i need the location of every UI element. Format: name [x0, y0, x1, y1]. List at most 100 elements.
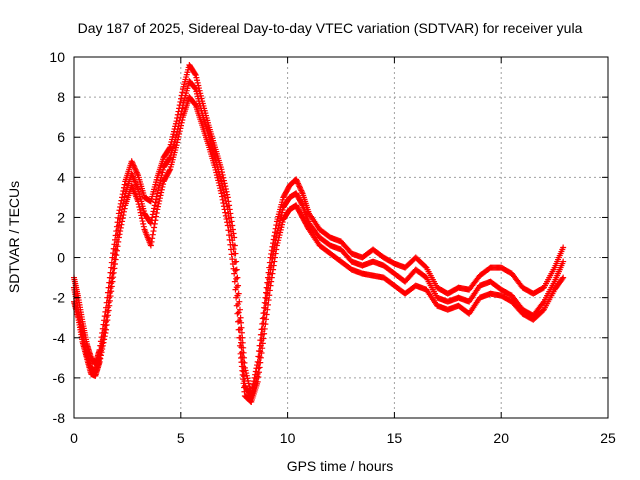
data-point [233, 302, 240, 309]
data-point [150, 208, 157, 215]
data-point [279, 207, 286, 214]
x-tick-label: 5 [177, 430, 185, 446]
data-point [149, 211, 156, 218]
data-point [223, 216, 230, 223]
x-tick-label: 25 [600, 430, 616, 446]
data-point [235, 318, 242, 325]
data-point [235, 309, 242, 316]
data-point [104, 312, 111, 319]
data-point [170, 128, 177, 135]
data-point [160, 181, 167, 188]
data-point [101, 325, 108, 332]
data-point [261, 325, 268, 332]
data-point [217, 185, 224, 192]
data-point [170, 131, 177, 138]
data-point [255, 374, 262, 381]
data-point [139, 218, 146, 225]
data-point [108, 275, 115, 282]
data-point [267, 282, 274, 289]
data-point [259, 340, 266, 347]
data-point [153, 213, 160, 220]
data-point [218, 190, 225, 197]
data-point [149, 231, 156, 238]
data-point [560, 258, 567, 265]
data-point [560, 274, 567, 281]
data-point [112, 260, 119, 267]
data-point [117, 228, 124, 235]
data-point [176, 128, 183, 135]
data-point [195, 82, 202, 89]
data-point [270, 262, 277, 269]
data-point [166, 155, 173, 162]
data-point [136, 204, 143, 211]
data-point [137, 206, 144, 213]
data-point [279, 221, 286, 228]
data-point [101, 336, 108, 343]
data-point [97, 352, 104, 359]
data-point [179, 116, 186, 123]
data-point [112, 246, 119, 253]
data-point [151, 202, 158, 209]
data-point [264, 306, 271, 313]
data-point [110, 274, 117, 281]
data-point [213, 169, 220, 176]
data-point [233, 294, 240, 301]
grid-lines [74, 57, 608, 418]
data-point [116, 231, 123, 238]
series-trace-3 [71, 94, 567, 405]
data-point [229, 260, 236, 267]
data-point [237, 314, 244, 321]
data-point [268, 274, 275, 281]
y-axis-title: SDTVAR / TECUs [6, 181, 22, 293]
data-point [158, 172, 165, 179]
data-point [261, 330, 268, 337]
data-point [174, 139, 181, 146]
data-point [153, 196, 160, 203]
data-point [243, 372, 250, 379]
data-point [230, 265, 237, 272]
data-point [266, 292, 273, 299]
data-point [178, 122, 185, 129]
data-point [103, 326, 110, 333]
x-tick-label: 20 [493, 430, 509, 446]
data-point [225, 227, 232, 234]
data-point [153, 193, 160, 200]
data-point [194, 77, 201, 84]
data-point [112, 256, 119, 263]
data-point [159, 169, 166, 176]
data-point [192, 85, 199, 92]
data-point [214, 174, 221, 181]
data-point [140, 220, 147, 227]
data-point [236, 342, 243, 349]
data-point [279, 219, 286, 226]
data-point [108, 283, 115, 290]
data-point [156, 197, 163, 204]
data-point [112, 251, 119, 258]
data-point [138, 215, 145, 222]
data-marks [71, 62, 567, 405]
y-tick-label: 8 [57, 89, 65, 105]
data-point [101, 333, 108, 340]
data-point [256, 354, 263, 361]
data-point [177, 98, 184, 105]
data-point [229, 256, 236, 263]
data-point [178, 119, 185, 126]
data-point [233, 266, 240, 273]
data-point [149, 235, 156, 242]
data-point [234, 274, 241, 281]
data-point [539, 307, 546, 314]
data-point [275, 234, 282, 241]
data-point [99, 342, 106, 349]
x-tick-label: 0 [70, 430, 78, 446]
data-point [263, 289, 270, 296]
data-point [273, 246, 280, 253]
data-point [110, 269, 117, 276]
data-point [226, 236, 233, 243]
data-point [192, 71, 199, 78]
data-point [175, 133, 182, 140]
data-point [215, 179, 222, 186]
data-point [255, 369, 262, 376]
data-point [271, 254, 278, 261]
data-point [119, 215, 126, 222]
data-point [100, 339, 107, 346]
